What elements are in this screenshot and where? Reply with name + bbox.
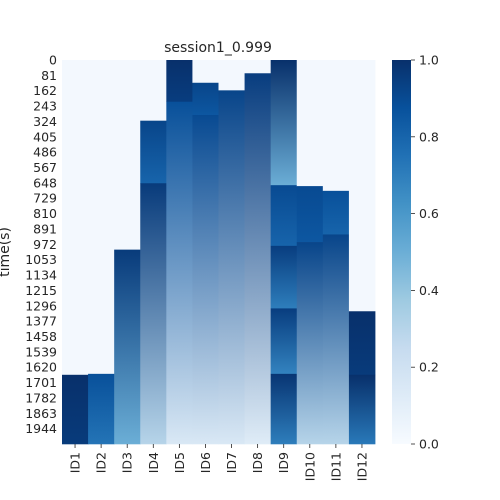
x-tick-label-id9: ID9 (276, 452, 291, 473)
heatmap-cell-id2-0 (88, 60, 114, 374)
x-tick-label-id12: ID12 (354, 452, 369, 481)
heatmap-cell-id9-4 (271, 374, 297, 444)
heatmap-cell-id6-0 (192, 60, 218, 83)
x-axis-ticks: ID1 ID2 ID3 ID4 ID5 ID6 ID7 ID8 ID9 ID10 ID11 ID12 (68, 444, 370, 481)
y-tick-label-1377: 1377 (25, 314, 57, 329)
colorbar-gradient (392, 60, 411, 444)
y-tick-label-567: 567 (33, 160, 57, 175)
heatmap-cell-id3-0 (114, 60, 140, 250)
x-tick-label-id4: ID4 (146, 452, 161, 473)
y-tick-label-405: 405 (33, 129, 57, 144)
heatmap-cell-id1-0 (62, 60, 88, 375)
heatmap-cell-id12-0 (349, 60, 375, 312)
y-tick-label-1782: 1782 (25, 390, 57, 405)
heatmap-cell-id3-1 (114, 250, 140, 445)
y-axis-ticks: 0811622433244054865676487298108919721053… (25, 53, 57, 437)
heatmap-cell-id8-1 (245, 73, 271, 444)
heatmap-cell-id9-3 (271, 308, 297, 374)
heatmap-cell-id10-2 (297, 242, 323, 444)
y-tick-label-1458: 1458 (25, 329, 57, 344)
y-tick-label-1539: 1539 (25, 344, 57, 359)
heatmap-cell-id11-2 (323, 234, 349, 444)
colorbar-tick-label: 0.0 (419, 437, 439, 452)
y-tick-label-324: 324 (33, 114, 57, 129)
y-tick-label-486: 486 (33, 145, 57, 160)
y-tick-label-1134: 1134 (25, 268, 57, 283)
heatmap-cells (62, 60, 375, 444)
heatmap-cell-id11-1 (323, 191, 349, 235)
x-tick-label-id11: ID11 (328, 452, 343, 481)
y-tick-label-1863: 1863 (25, 406, 57, 421)
x-tick-label-id6: ID6 (198, 452, 213, 473)
heatmap-cell-id7-0 (219, 60, 245, 91)
heatmap-cell-id4-2 (140, 183, 166, 444)
y-tick-label-729: 729 (33, 191, 57, 206)
heatmap-cell-id11-0 (323, 60, 349, 191)
colorbar-tick-label: 0.4 (419, 283, 439, 298)
heatmap-cell-id9-1 (271, 185, 297, 246)
y-tick-label-1944: 1944 (25, 421, 57, 436)
y-axis-label: time(s) (0, 227, 13, 277)
x-tick-label-id3: ID3 (120, 452, 135, 473)
y-tick-label-1701: 1701 (25, 375, 57, 390)
heatmap-cell-id6-1 (192, 83, 218, 116)
colorbar-tick-label: 0.6 (419, 206, 439, 221)
heatmap-cell-id12-2 (349, 375, 375, 445)
heatmap-cell-id9-2 (271, 246, 297, 309)
heatmap-cell-id9-0 (271, 60, 297, 185)
heatmap-cell-id6-2 (192, 115, 218, 444)
y-tick-label-810: 810 (33, 206, 57, 221)
heatmap-cell-id8-0 (245, 60, 271, 74)
y-tick-label-1053: 1053 (25, 252, 57, 267)
colorbar: 0.0 0.2 0.4 0.6 0.8 1.0 (392, 53, 439, 452)
y-tick-label-1215: 1215 (25, 283, 57, 298)
x-tick-label-id2: ID2 (94, 452, 109, 473)
y-tick-label-891: 891 (33, 221, 57, 236)
y-tick-label-162: 162 (33, 83, 57, 98)
y-tick-label-648: 648 (33, 175, 57, 190)
colorbar-tick-label: 1.0 (419, 53, 439, 68)
heatmap-cell-id5-1 (166, 102, 192, 445)
heatmap-cell-id2-1 (88, 374, 114, 444)
y-tick-label-972: 972 (33, 237, 57, 252)
heatmap-cell-id5-0 (166, 60, 192, 102)
x-tick-label-id10: ID10 (302, 452, 317, 481)
heatmap-cell-id4-0 (140, 60, 166, 121)
x-tick-label-id8: ID8 (250, 452, 265, 473)
heatmap-cell-id7-1 (219, 90, 245, 444)
heatmap-cell-id12-1 (349, 311, 375, 375)
y-tick-label-1620: 1620 (25, 360, 57, 375)
y-tick-label-1296: 1296 (25, 298, 57, 313)
heatmap-cell-id10-0 (297, 60, 323, 186)
colorbar-tick-label: 0.2 (419, 360, 439, 375)
heatmap-cell-id10-1 (297, 186, 323, 242)
x-tick-label-id1: ID1 (68, 452, 83, 473)
heatmap-cell-id1-1 (62, 375, 88, 445)
chart-title: session1_0.999 (164, 40, 272, 56)
y-tick-label-81: 81 (41, 68, 57, 83)
y-tick-label-243: 243 (33, 99, 57, 114)
y-tick-label-0: 0 (49, 53, 57, 68)
x-tick-label-id5: ID5 (172, 452, 187, 473)
x-tick-label-id7: ID7 (224, 452, 239, 473)
heatmap-cell-id4-1 (140, 121, 166, 184)
colorbar-tick-label: 0.8 (419, 129, 439, 144)
